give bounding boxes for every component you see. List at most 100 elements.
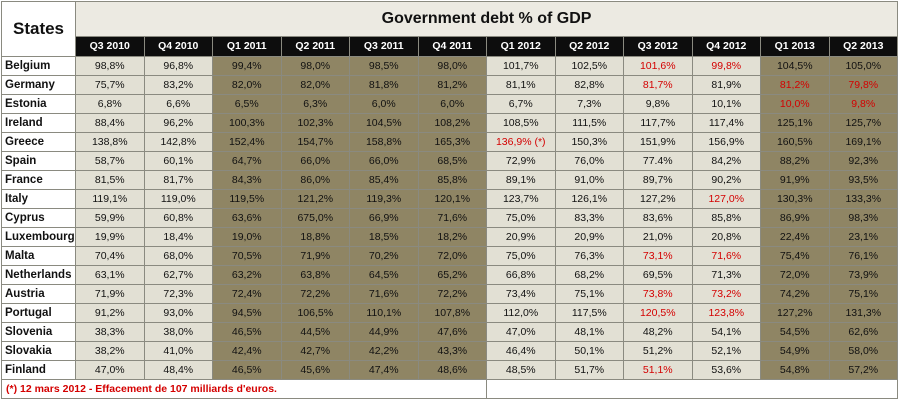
debt-value-cell: 72,0% (760, 265, 830, 285)
debt-value-cell: 19,9% (75, 227, 145, 247)
debt-value-cell: 64,7% (212, 151, 282, 171)
debt-value-cell: 74,2% (760, 284, 830, 304)
debt-value-cell: 47,6% (417, 322, 487, 342)
debt-value-cell: 45,6% (280, 360, 350, 380)
debt-value-cell: 66,9% (349, 208, 419, 228)
debt-value-cell: 88,4% (75, 113, 145, 133)
debt-value-cell: 18,5% (349, 227, 419, 247)
quarter-header: Q2 2012 (554, 35, 624, 58)
debt-value-cell: 86,9% (760, 208, 830, 228)
debt-value-cell: 127,0% (691, 189, 761, 209)
debt-value-cell: 72,0% (417, 246, 487, 266)
debt-value-cell: 51,2% (623, 341, 693, 361)
table-row: Austria 71,9% 72,3% 72,4% 72,2% 71,6% 72,2% 73,… (1, 284, 899, 304)
debt-value-cell: 38,3% (75, 322, 145, 342)
table-row: Belgium 98,8% 96,8% 99,4% 98,0% 98,5% 98,0% 101… (1, 56, 899, 76)
state-name: Finland (1, 360, 76, 380)
state-name: France (1, 170, 76, 190)
debt-value-cell: 79,8% (828, 75, 899, 95)
table-row: Estonia 6,8% 6,6% 6,5% 6,3% 6,0% 6,0% 6,7% 7,3% 9… (1, 94, 899, 114)
debt-value-cell: 81,8% (349, 75, 419, 95)
debt-value-cell: 68,5% (417, 151, 487, 171)
debt-value-cell: 84,3% (212, 170, 282, 190)
debt-value-cell: 77.4% (623, 151, 693, 171)
state-name: Spain (1, 151, 76, 171)
debt-value-cell: 54,9% (760, 341, 830, 361)
table-row: Portugal 91,2% 93,0% 94,5% 106,5% 110,1% 107,8… (1, 303, 899, 323)
debt-value-cell: 150,3% (554, 132, 624, 152)
debt-value-cell: 44,9% (349, 322, 419, 342)
debt-value-cell: 52,1% (691, 341, 761, 361)
debt-value-cell: 107,8% (417, 303, 487, 323)
debt-value-cell: 72,4% (212, 284, 282, 304)
debt-value-cell: 120,1% (417, 189, 487, 209)
debt-value-cell: 93,0% (143, 303, 213, 323)
debt-value-cell: 75,0% (486, 246, 556, 266)
debt-value-cell: 83,2% (143, 75, 213, 95)
debt-value-cell: 42,7% (280, 341, 350, 361)
debt-value-cell: 99,8% (691, 56, 761, 76)
debt-value-cell: 50,1% (554, 341, 624, 361)
debt-value-cell: 101,6% (623, 56, 693, 76)
debt-value-cell: 62,6% (828, 322, 899, 342)
debt-value-cell: 68,2% (554, 265, 624, 285)
debt-value-cell: 63,6% (212, 208, 282, 228)
debt-value-cell: 98,0% (280, 56, 350, 76)
debt-value-cell: 98,3% (828, 208, 899, 228)
debt-value-cell: 160,5% (760, 132, 830, 152)
debt-value-cell: 169,1% (828, 132, 899, 152)
quarter-header: Q4 2012 (691, 35, 761, 58)
debt-value-cell: 21,0% (623, 227, 693, 247)
debt-value-cell: 75,0% (486, 208, 556, 228)
state-name: Estonia (1, 94, 76, 114)
table-row: Spain 58,7% 60,1% 64,7% 66,0% 66,0% 68,5% 72,9%… (1, 151, 899, 171)
states-header: States (1, 1, 76, 57)
debt-value-cell: 59,9% (75, 208, 145, 228)
debt-value-cell: 165,3% (417, 132, 487, 152)
debt-value-cell: 142,8% (143, 132, 213, 152)
debt-value-cell: 48,4% (143, 360, 213, 380)
debt-value-cell: 7,3% (554, 94, 624, 114)
debt-value-cell: 121,2% (280, 189, 350, 209)
debt-value-cell: 125,7% (828, 113, 899, 133)
debt-value-cell: 10,0% (760, 94, 830, 114)
debt-value-cell: 70,4% (75, 246, 145, 266)
debt-value-cell: 6,6% (143, 94, 213, 114)
table-row: Italy 119,1% 119,0% 119,5% 121,2% 119,3% 120,1… (1, 189, 899, 209)
debt-value-cell: 43,3% (417, 341, 487, 361)
state-name: Italy (1, 189, 76, 209)
footnote-row: (*) 12 mars 2012 - Effacement de 107 mil… (1, 379, 899, 399)
debt-value-cell: 112,0% (486, 303, 556, 323)
debt-value-cell: 81,2% (760, 75, 830, 95)
quarter-header: Q2 2013 (828, 35, 899, 58)
debt-value-cell: 110,1% (349, 303, 419, 323)
table-body: Belgium 98,8% 96,8% 99,4% 98,0% 98,5% 98,0% 101… (1, 56, 899, 380)
debt-value-cell: 19,0% (212, 227, 282, 247)
debt-value-cell: 73,9% (828, 265, 899, 285)
debt-value-cell: 91,9% (760, 170, 830, 190)
table-row: Slovakia 38,2% 41,0% 42,4% 42,7% 42,2% 43,3% 46… (1, 341, 899, 361)
debt-value-cell: 20,8% (691, 227, 761, 247)
debt-value-cell: 102,3% (280, 113, 350, 133)
debt-value-cell: 66,0% (349, 151, 419, 171)
debt-value-cell: 47,0% (486, 322, 556, 342)
debt-value-cell: 54,8% (760, 360, 830, 380)
table-row: Ireland 88,4% 96,2% 100,3% 102,3% 104,5% 108,2… (1, 113, 899, 133)
debt-value-cell: 71,9% (280, 246, 350, 266)
quarter-header: Q4 2010 (143, 35, 213, 58)
debt-value-cell: 133,3% (828, 189, 899, 209)
debt-value-cell: 68,0% (143, 246, 213, 266)
debt-value-cell: 96,8% (143, 56, 213, 76)
debt-value-cell: 6,7% (486, 94, 556, 114)
debt-value-cell: 22,4% (760, 227, 830, 247)
quarter-header: Q3 2011 (349, 35, 419, 58)
table-row: France 81,5% 81,7% 84,3% 86,0% 85,4% 85,8% 89,1… (1, 170, 899, 190)
debt-value-cell: 81,7% (143, 170, 213, 190)
debt-value-cell: 6,0% (417, 94, 487, 114)
debt-value-cell: 108,5% (486, 113, 556, 133)
debt-value-cell: 91,2% (75, 303, 145, 323)
state-name: Germany (1, 75, 76, 95)
debt-value-cell: 151,9% (623, 132, 693, 152)
debt-value-cell: 69,5% (623, 265, 693, 285)
debt-value-cell: 65,2% (417, 265, 487, 285)
